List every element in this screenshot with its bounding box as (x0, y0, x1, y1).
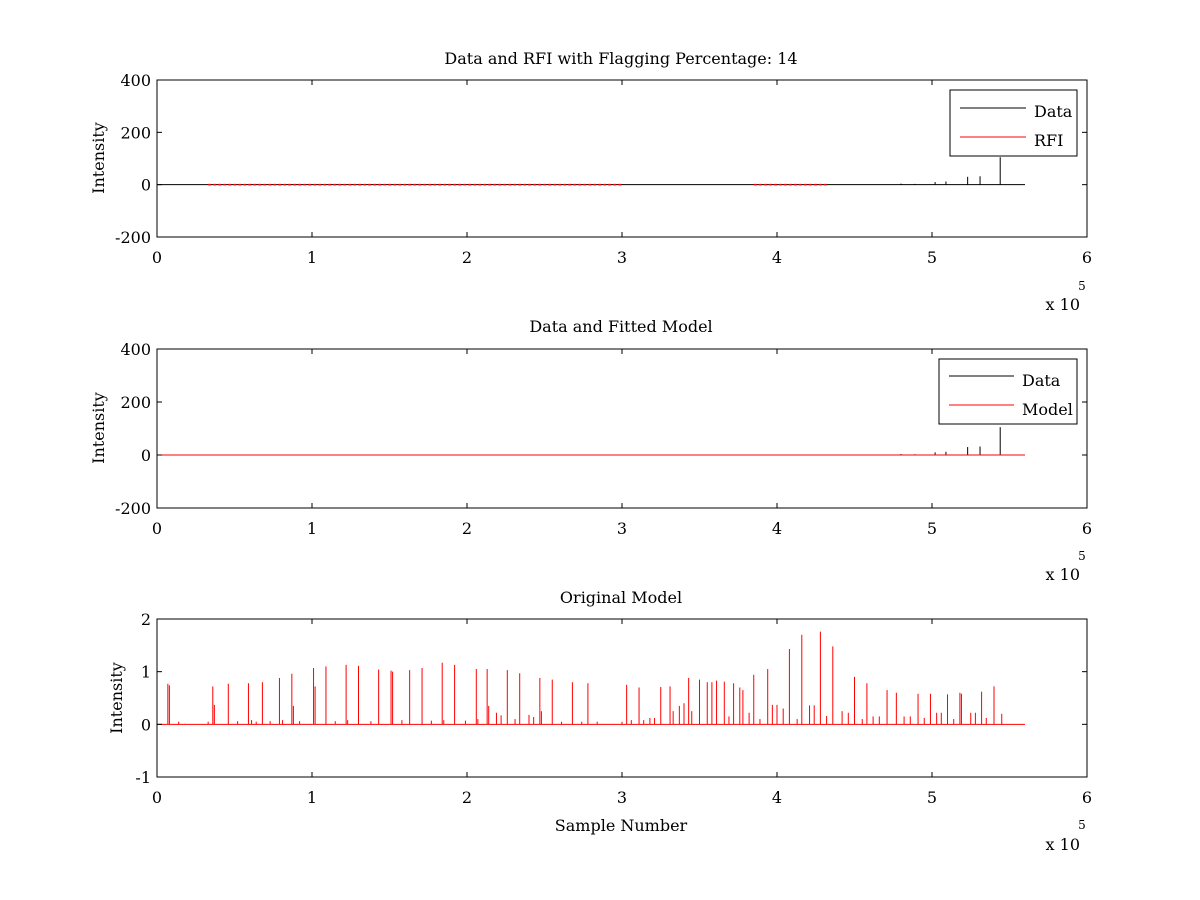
y-tick-label: 1 (141, 663, 151, 682)
y-tick-label: -200 (115, 499, 151, 518)
subplot-3-xlabel: Sample Number (555, 816, 688, 835)
subplot-2-multiplier: x 10 (1046, 565, 1080, 584)
subplot-2-ylabel: Intensity (89, 392, 108, 464)
x-tick-label: 5 (927, 519, 937, 538)
subplot-1-title: Data and RFI with Flagging Percentage: 1… (444, 49, 797, 68)
y-tick-label: 400 (120, 71, 151, 90)
subplot-3-multiplier: x 10 (1046, 835, 1080, 854)
subplot-1-ylabel: Intensity (89, 122, 108, 194)
x-tick-label: 3 (617, 248, 627, 267)
y-tick-label: 200 (120, 123, 151, 142)
x-tick-label: 6 (1082, 788, 1092, 807)
legend-box (938, 358, 1078, 425)
x-tick-label: 4 (772, 519, 782, 538)
x-tick-label: 4 (772, 248, 782, 267)
x-tick-label: 4 (772, 788, 782, 807)
x-tick-label: 1 (307, 248, 317, 267)
y-tick-label: 0 (141, 176, 151, 195)
x-tick-label: 3 (617, 519, 627, 538)
x-tick-label: 5 (927, 788, 937, 807)
legend-rfi-label: RFI (1034, 131, 1063, 150)
x-tick-label: 1 (307, 519, 317, 538)
x-tick-label: 5 (927, 248, 937, 267)
legend-data-label: Data (1022, 371, 1061, 390)
x-tick-label: 2 (462, 788, 472, 807)
legend-box (949, 89, 1078, 157)
y-tick-label: -200 (115, 228, 151, 247)
x-tick-label: 2 (462, 248, 472, 267)
x-tick-label: 0 (152, 248, 162, 267)
y-tick-label: 2 (141, 610, 151, 629)
legend-model-label: Model (1022, 400, 1073, 419)
y-tick-label: 400 (120, 340, 151, 359)
x-tick-label: 0 (152, 788, 162, 807)
subplot-1-exp: 5 (1078, 279, 1086, 293)
x-tick-label: 1 (307, 788, 317, 807)
subplot-3-exp: 5 (1078, 818, 1086, 832)
subplot-3-title: Original Model (560, 588, 682, 607)
x-tick-label: 6 (1082, 248, 1092, 267)
subplot-original-model: Original Model Intensity Sample Number 5… (107, 588, 1092, 854)
y-tick-label: -1 (135, 768, 151, 787)
subplot-2-exp: 5 (1078, 549, 1086, 563)
subplot-rfi: Data and RFI with Flagging Percentage: 1… (89, 49, 1092, 314)
x-tick-label: 0 (152, 519, 162, 538)
subplot-3-ylabel: Intensity (107, 662, 126, 734)
y-tick-label: 0 (141, 446, 151, 465)
x-tick-label: 3 (617, 788, 627, 807)
y-tick-label: 200 (120, 393, 151, 412)
subplot-fitted-model: Data and Fitted Model Intensity 5 x 10 0… (89, 317, 1092, 584)
y-tick-label: 0 (141, 715, 151, 734)
x-tick-label: 2 (462, 519, 472, 538)
subplot-2-title: Data and Fitted Model (529, 317, 712, 336)
subplot-1-multiplier: x 10 (1046, 295, 1080, 314)
subplot-2-legend: Data Model (938, 358, 1078, 425)
legend-data-label: Data (1034, 102, 1073, 121)
x-tick-label: 6 (1082, 519, 1092, 538)
subplot-1-legend: Data RFI (949, 89, 1078, 157)
